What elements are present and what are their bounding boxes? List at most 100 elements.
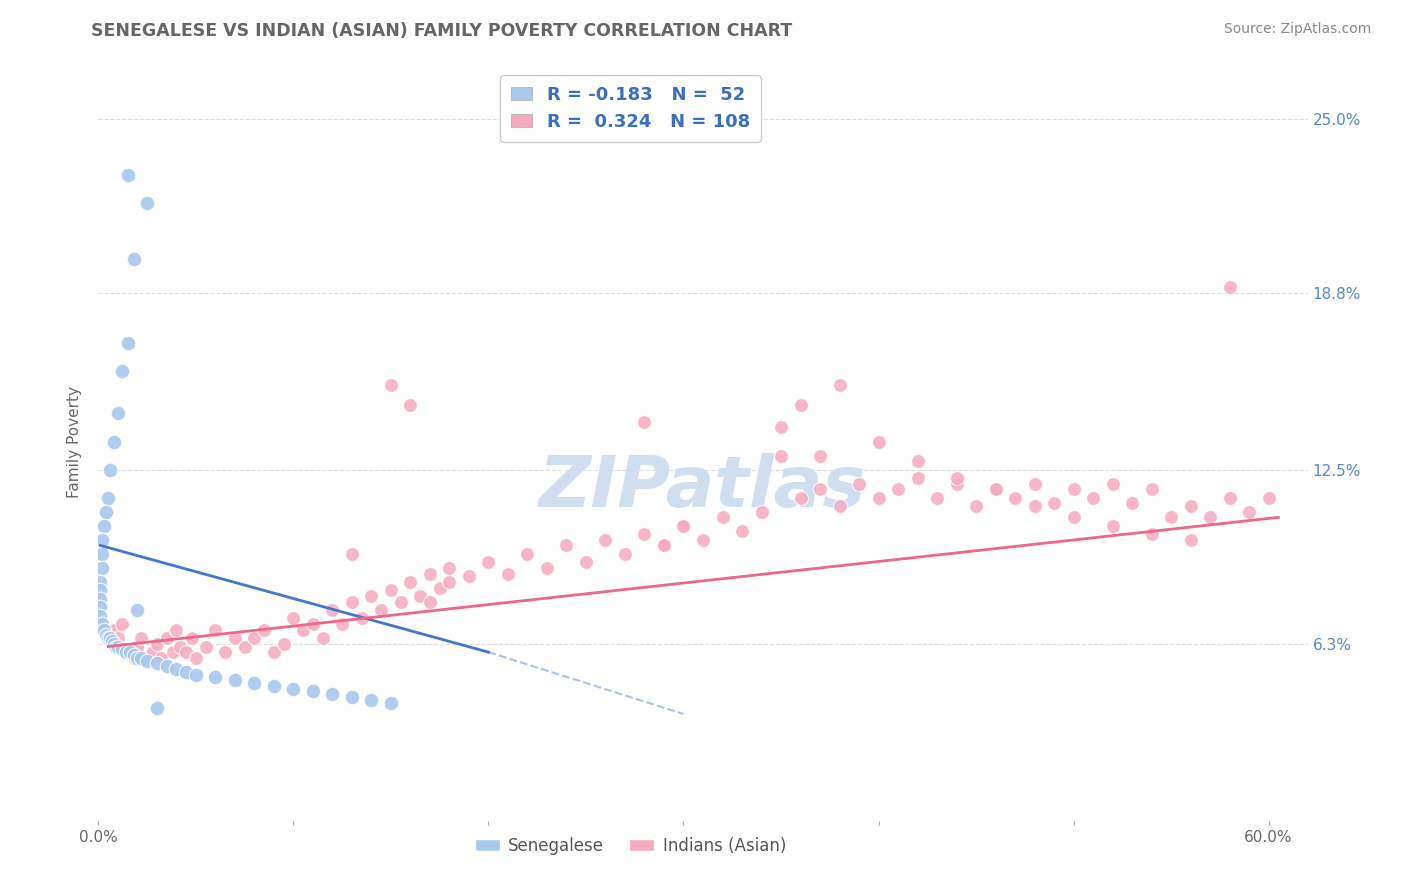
Point xyxy=(984,483,1007,497)
Point xyxy=(751,505,773,519)
Point xyxy=(1024,476,1046,491)
Point xyxy=(868,491,890,505)
Point xyxy=(1043,496,1066,510)
Point xyxy=(340,690,363,704)
Point xyxy=(146,657,169,671)
Point xyxy=(89,574,111,589)
Point xyxy=(292,623,315,637)
Point xyxy=(302,617,325,632)
Point xyxy=(127,603,149,617)
Point xyxy=(302,684,325,698)
Point xyxy=(93,518,115,533)
Point xyxy=(169,640,191,654)
Point xyxy=(103,434,125,449)
Point xyxy=(340,547,363,561)
Point xyxy=(340,594,363,608)
Point xyxy=(122,252,145,266)
Point xyxy=(614,547,637,561)
Point xyxy=(652,538,675,552)
Point xyxy=(98,631,121,645)
Point xyxy=(127,650,149,665)
Point xyxy=(89,608,111,623)
Point xyxy=(283,681,305,696)
Point xyxy=(107,407,129,421)
Point xyxy=(769,449,792,463)
Point xyxy=(1004,491,1026,505)
Point xyxy=(1121,496,1143,510)
Point xyxy=(731,524,754,539)
Point xyxy=(224,631,246,645)
Point xyxy=(907,454,929,468)
Point xyxy=(253,623,276,637)
Point xyxy=(103,637,125,651)
Y-axis label: Family Poverty: Family Poverty xyxy=(67,385,83,498)
Point xyxy=(204,670,226,684)
Point xyxy=(1219,491,1241,505)
Point xyxy=(945,471,967,485)
Point xyxy=(89,583,111,598)
Point xyxy=(146,701,169,715)
Point xyxy=(263,645,285,659)
Point xyxy=(214,645,236,659)
Point xyxy=(224,673,246,688)
Point xyxy=(711,510,734,524)
Point xyxy=(848,476,870,491)
Point xyxy=(1180,533,1202,547)
Point xyxy=(575,555,598,569)
Point xyxy=(1140,527,1163,541)
Point xyxy=(263,679,285,693)
Point xyxy=(107,640,129,654)
Point xyxy=(184,650,207,665)
Point xyxy=(97,491,120,505)
Point xyxy=(1101,518,1123,533)
Point xyxy=(243,631,266,645)
Point xyxy=(595,533,617,547)
Point xyxy=(1219,280,1241,294)
Point xyxy=(828,378,851,392)
Point xyxy=(399,398,422,412)
Point xyxy=(136,654,159,668)
Point xyxy=(409,589,432,603)
Point xyxy=(419,594,441,608)
Point xyxy=(965,499,987,513)
Point xyxy=(165,623,187,637)
Point xyxy=(181,631,204,645)
Point xyxy=(184,667,207,681)
Point xyxy=(633,527,655,541)
Point xyxy=(111,364,134,378)
Point xyxy=(93,623,115,637)
Point xyxy=(419,566,441,581)
Point xyxy=(439,574,461,589)
Point xyxy=(111,617,134,632)
Point xyxy=(162,645,184,659)
Point xyxy=(146,637,169,651)
Point xyxy=(91,533,114,547)
Point xyxy=(96,628,118,642)
Point xyxy=(828,499,851,513)
Point xyxy=(380,583,402,598)
Point xyxy=(868,434,890,449)
Point xyxy=(321,687,343,701)
Point xyxy=(131,650,153,665)
Point xyxy=(1101,476,1123,491)
Point xyxy=(350,611,373,625)
Point xyxy=(389,594,412,608)
Point xyxy=(118,645,141,659)
Point xyxy=(808,449,831,463)
Point xyxy=(477,555,499,569)
Point xyxy=(330,617,353,632)
Point xyxy=(165,662,187,676)
Point xyxy=(496,566,519,581)
Point xyxy=(174,665,197,679)
Point xyxy=(98,462,121,476)
Point xyxy=(131,631,153,645)
Point xyxy=(243,676,266,690)
Point xyxy=(107,631,129,645)
Point xyxy=(117,336,139,351)
Point xyxy=(429,581,451,595)
Point xyxy=(652,538,675,552)
Point xyxy=(1024,499,1046,513)
Point xyxy=(156,631,179,645)
Point xyxy=(117,168,139,182)
Point xyxy=(103,623,125,637)
